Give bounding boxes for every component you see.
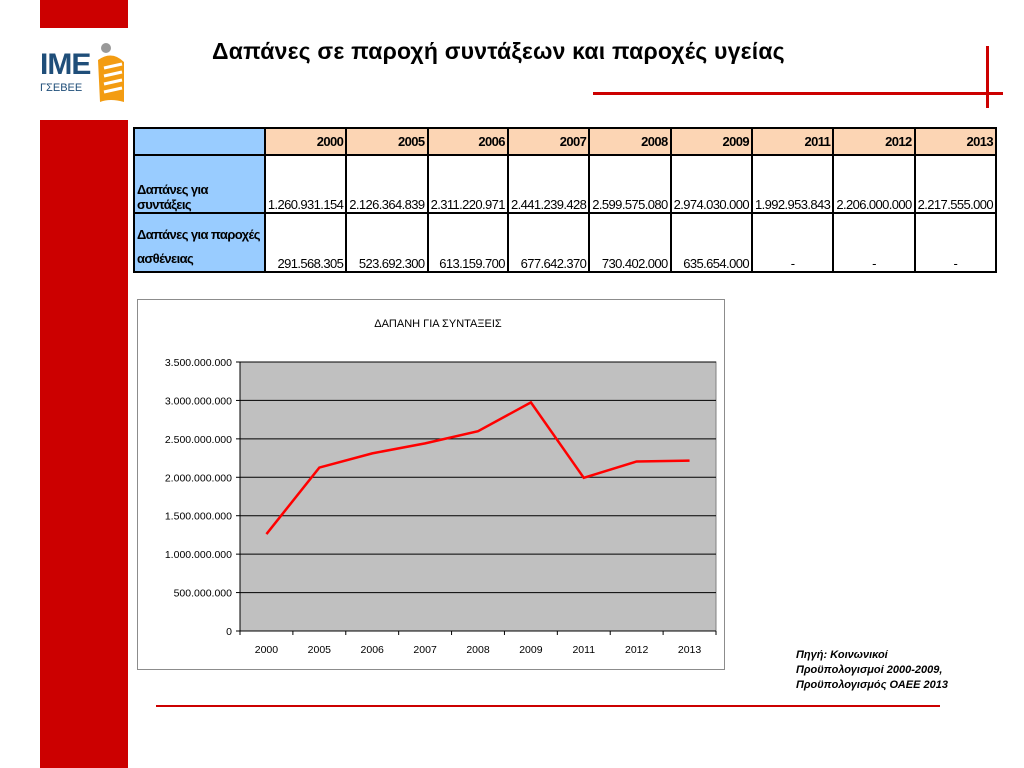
y-tick-label: 500.000.000	[174, 588, 233, 600]
plot-area	[239, 361, 717, 632]
year-header: 2009	[669, 127, 753, 156]
table-cell: 635.654.000	[669, 212, 753, 273]
row-label-sickness: Δαπάνες για παροχές ασθένειας	[133, 212, 266, 273]
title-vertical-mark	[986, 46, 989, 108]
table-corner-cell	[133, 127, 266, 156]
x-tick-label: 2012	[625, 644, 649, 656]
chart-container: ΔΑΠΑΝΗ ΓΙΑ ΣΥΝΤΑΞΕΙΣ 0 500.000.000 1.000.00…	[137, 299, 725, 670]
expenditure-table: 2000 2005 2006 2007 2008 2009 2011 2012 …	[133, 127, 998, 273]
table-cell: 2.441.239.428	[506, 154, 591, 214]
bottom-divider	[156, 705, 940, 707]
table-cell: 2.126.364.839	[345, 154, 429, 214]
table-cell: 677.642.370	[506, 212, 591, 273]
x-tick-label: 2006	[361, 644, 385, 656]
table-cell: 730.402.000	[588, 212, 672, 273]
y-tick-label: 1.000.000.000	[165, 549, 232, 561]
y-tick-label: 2.000.000.000	[165, 472, 232, 484]
chart-title: ΔΑΠΑΝΗ ΓΙΑ ΣΥΝΤΑΞΕΙΣ	[374, 318, 502, 330]
table-cell: 1.992.953.843	[750, 154, 835, 214]
row-label-line: ασθένειας	[137, 251, 194, 266]
title-underline	[593, 92, 1003, 95]
source-line: Πηγή: Κοινωνικοί	[796, 649, 888, 661]
year-header: 2006	[426, 127, 509, 156]
year-header: 2008	[588, 127, 672, 156]
table-cell: 2.217.555.000	[913, 154, 998, 214]
source-line: Προϋπολογισμοί 2000-2009,	[796, 664, 943, 676]
x-tick-label: 2008	[466, 644, 490, 656]
table-cell: 291.568.305	[263, 212, 348, 273]
x-tick-label: 2000	[255, 644, 279, 656]
x-tick-label: 2009	[519, 644, 543, 656]
table-cell: 1.260.931.154	[263, 154, 348, 214]
source-line: Προϋπολογισμός ΟΑΕΕ 2013	[796, 679, 948, 691]
logo-text: ΙΜΕ	[40, 48, 91, 81]
logo-subtext: ΓΣΕΒΕΕ	[40, 82, 83, 94]
year-header: 2011	[750, 127, 835, 156]
table-cell: 2.974.030.000	[669, 154, 753, 214]
source-note: Πηγή: Κοινωνικοί Προϋπολογισμοί 2000-200…	[796, 648, 996, 693]
x-tick-label: 2011	[572, 644, 595, 656]
y-tick-label: 0	[226, 626, 232, 638]
table-row: Δαπάνες για παροχές ασθένειας 291.568.30…	[133, 212, 998, 273]
x-tick-label: 2005	[308, 644, 332, 656]
page-title: Δαπάνες σε παροχή συντάξεων και παροχές …	[212, 38, 785, 64]
year-header: 2007	[506, 127, 591, 156]
year-header: 2012	[832, 127, 916, 156]
red-top-bar	[40, 0, 128, 28]
table-cell: -	[913, 212, 998, 273]
y-tick-label: 2.500.000.000	[165, 434, 232, 446]
red-side-bar	[40, 120, 128, 768]
table-cell: 2.311.220.971	[426, 154, 509, 214]
table-cell: -	[750, 212, 835, 273]
table-cell: 2.206.000.000	[832, 154, 916, 214]
year-header: 2005	[345, 127, 429, 156]
row-label-line: Δαπάνες για παροχές	[137, 227, 261, 242]
year-header: 2000	[263, 127, 348, 156]
table-row: Δαπάνες για συντάξεις 1.260.931.154 2.12…	[133, 154, 998, 214]
x-tick-label: 2007	[413, 644, 437, 656]
y-tick-label: 3.000.000.000	[165, 395, 232, 407]
row-label-pensions: Δαπάνες για συντάξεις	[133, 154, 266, 214]
y-tick-label: 1.500.000.000	[165, 511, 232, 523]
table-cell: 523.692.300	[345, 212, 429, 273]
table-cell: -	[832, 212, 916, 273]
table-cell: 2.599.575.080	[588, 154, 672, 214]
logo-emblem-icon	[98, 43, 124, 102]
table-cell: 613.159.700	[426, 212, 509, 273]
y-tick-label: 3.500.000.000	[165, 357, 232, 369]
ime-logo: ΙΜΕ ΓΣΕΒΕΕ	[36, 38, 132, 108]
year-header: 2013	[913, 127, 998, 156]
x-tick-label: 2013	[678, 644, 702, 656]
pension-line-chart: ΔΑΠΑΝΗ ΓΙΑ ΣΥΝΤΑΞΕΙΣ 0 500.000.000 1.000.00…	[165, 318, 717, 656]
table-header-row: 2000 2005 2006 2007 2008 2009 2011 2012 …	[133, 127, 998, 156]
